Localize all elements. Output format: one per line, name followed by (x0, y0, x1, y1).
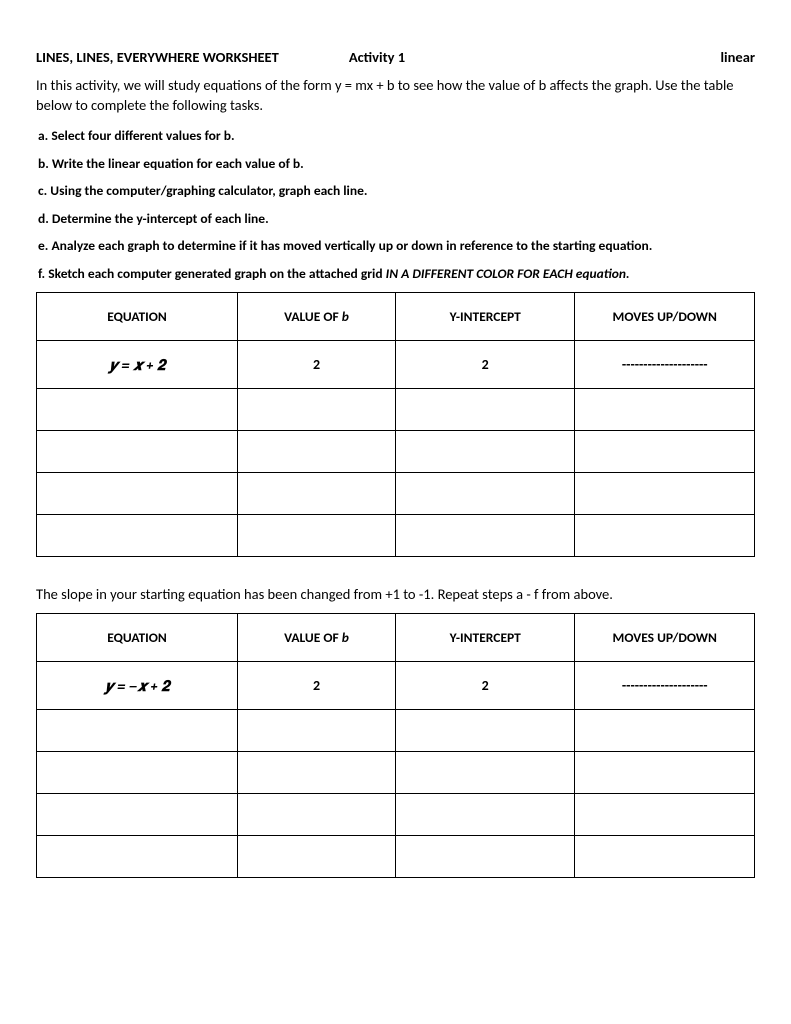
table-row (37, 473, 755, 515)
equation-text: 𝒚 = −𝒙 + 𝟐 (104, 677, 169, 695)
table-row: 𝒚 = −𝒙 + 𝟐 2 2 -------------------- (37, 662, 755, 710)
blank-cell (575, 431, 755, 473)
blank-cell (238, 515, 396, 557)
instruction-e: e. Analyze each graph to determine if it… (38, 237, 755, 255)
blank-cell (37, 752, 238, 794)
blank-cell (395, 794, 575, 836)
table-header-row: EQUATION VALUE OF b Y-INTERCEPT MOVES UP… (37, 614, 755, 662)
worksheet-title: LINES, LINES, EVERYWHERE WORKSHEET (36, 48, 349, 66)
header-moves: MOVES UP/DOWN (575, 614, 755, 662)
table-header-row: EQUATION VALUE OF b Y-INTERCEPT MOVES UP… (37, 293, 755, 341)
instruction-d: d. Determine the y-intercept of each lin… (38, 210, 755, 228)
worksheet-table-1: EQUATION VALUE OF b Y-INTERCEPT MOVES UP… (36, 292, 755, 557)
table-row (37, 515, 755, 557)
blank-cell (37, 836, 238, 878)
header-value-b: VALUE OF b (238, 614, 396, 662)
blank-cell (575, 515, 755, 557)
blank-cell (238, 431, 396, 473)
cell-moves: -------------------- (575, 341, 755, 389)
table-row (37, 794, 755, 836)
blank-cell (37, 515, 238, 557)
activity-number: Activity 1 (349, 48, 405, 66)
instruction-b: b. Write the linear equation for each va… (38, 155, 755, 173)
blank-cell (575, 710, 755, 752)
cell-equation: 𝒚 = 𝒙 + 𝟐 (37, 341, 238, 389)
table-row (37, 389, 755, 431)
blank-cell (238, 473, 396, 515)
header-value-b-var: b (342, 629, 349, 646)
blank-cell (238, 389, 396, 431)
slope-change-note: The slope in your starting equation has … (36, 585, 755, 603)
header-spacer (405, 48, 720, 66)
blank-cell (238, 836, 396, 878)
table-row (37, 836, 755, 878)
header-y-intercept: Y-INTERCEPT (395, 293, 575, 341)
table-row (37, 431, 755, 473)
instruction-f-italic: IN A DIFFERENT COLOR FOR EACH equation. (386, 265, 630, 282)
instruction-a: a. Select four different values for b. (38, 127, 755, 145)
header-value-b-prefix: VALUE OF (284, 308, 342, 325)
blank-cell (575, 794, 755, 836)
cell-value-b: 2 (238, 341, 396, 389)
equation-text: 𝒚 = 𝒙 + 𝟐 (109, 356, 166, 374)
instruction-f: f. Sketch each computer generated graph … (38, 265, 755, 283)
blank-cell (37, 473, 238, 515)
blank-cell (395, 389, 575, 431)
table-row (37, 752, 755, 794)
blank-cell (395, 836, 575, 878)
cell-moves: -------------------- (575, 662, 755, 710)
blank-cell (395, 710, 575, 752)
instruction-f-prefix: f. Sketch each computer generated graph … (38, 265, 386, 282)
blank-cell (37, 710, 238, 752)
blank-cell (575, 389, 755, 431)
blank-cell (37, 794, 238, 836)
instruction-c: c. Using the computer/graphing calculato… (38, 182, 755, 200)
cell-y-intercept: 2 (395, 341, 575, 389)
worksheet-table-2: EQUATION VALUE OF b Y-INTERCEPT MOVES UP… (36, 613, 755, 878)
header-equation: EQUATION (37, 293, 238, 341)
blank-cell (238, 710, 396, 752)
blank-cell (37, 431, 238, 473)
worksheet-page: LINES, LINES, EVERYWHERE WORKSHEET Activ… (0, 0, 791, 918)
topic-tag: linear (720, 48, 755, 66)
header-equation: EQUATION (37, 614, 238, 662)
blank-cell (395, 473, 575, 515)
table-row (37, 710, 755, 752)
blank-cell (575, 836, 755, 878)
header-value-b-var: b (342, 308, 349, 325)
blank-cell (238, 752, 396, 794)
blank-cell (395, 752, 575, 794)
blank-cell (395, 515, 575, 557)
intro-paragraph: In this activity, we will study equation… (36, 76, 755, 115)
blank-cell (575, 752, 755, 794)
cell-equation: 𝒚 = −𝒙 + 𝟐 (37, 662, 238, 710)
blank-cell (238, 794, 396, 836)
table-row: 𝒚 = 𝒙 + 𝟐 2 2 -------------------- (37, 341, 755, 389)
cell-value-b: 2 (238, 662, 396, 710)
header-value-b: VALUE OF b (238, 293, 396, 341)
header-moves: MOVES UP/DOWN (575, 293, 755, 341)
cell-y-intercept: 2 (395, 662, 575, 710)
blank-cell (395, 431, 575, 473)
header-value-b-prefix: VALUE OF (284, 629, 342, 646)
blank-cell (37, 389, 238, 431)
blank-cell (575, 473, 755, 515)
header-y-intercept: Y-INTERCEPT (395, 614, 575, 662)
page-header: LINES, LINES, EVERYWHERE WORKSHEET Activ… (36, 48, 755, 66)
